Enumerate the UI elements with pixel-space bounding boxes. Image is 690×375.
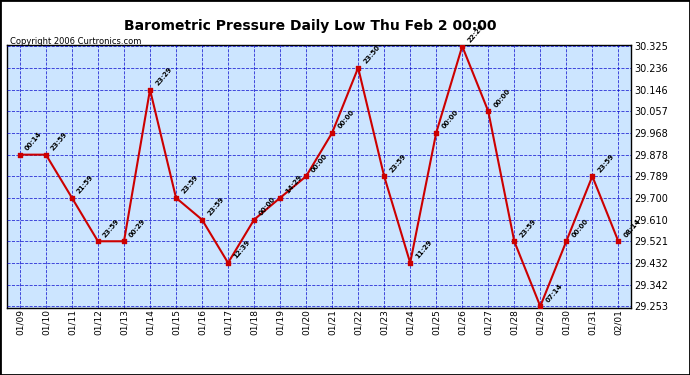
Text: 23:59: 23:59 (180, 174, 199, 195)
Point (14, 152, 26, 157)
Point (170, 195, 181, 201)
Point (197, 217, 208, 223)
Text: 12:39: 12:39 (233, 239, 251, 260)
Text: 21:59: 21:59 (76, 174, 95, 195)
Text: 23:59: 23:59 (518, 218, 538, 238)
Text: 23:59: 23:59 (388, 153, 407, 174)
Point (613, 238, 624, 244)
Point (41, 152, 52, 157)
Text: 00:00: 00:00 (310, 153, 329, 174)
Point (275, 195, 286, 201)
Text: 23:50: 23:50 (362, 44, 381, 65)
Point (66, 195, 77, 201)
Point (404, 260, 415, 266)
Text: Barometric Pressure Daily Low Thu Feb 2 00:00: Barometric Pressure Daily Low Thu Feb 2 … (124, 19, 497, 33)
Point (483, 108, 494, 114)
Text: 23:59: 23:59 (596, 153, 615, 174)
Point (223, 260, 234, 266)
Text: 00:00: 00:00 (440, 109, 460, 130)
Text: 00:00: 00:00 (258, 196, 277, 217)
Text: 07:14: 07:14 (544, 282, 564, 303)
Text: 00:29: 00:29 (128, 217, 147, 238)
Text: Copyright 2006 Curtronics.com: Copyright 2006 Curtronics.com (10, 38, 141, 46)
Point (248, 217, 259, 223)
Point (92, 238, 104, 244)
Point (301, 173, 312, 179)
Point (379, 173, 390, 179)
Text: 23:59: 23:59 (102, 218, 121, 238)
Point (535, 303, 546, 309)
Point (353, 65, 364, 71)
Text: 08:14: 08:14 (622, 217, 642, 238)
Text: 14:29: 14:29 (284, 174, 303, 195)
Text: 00:14: 00:14 (24, 131, 43, 152)
Text: 11:29: 11:29 (415, 239, 433, 260)
Point (561, 238, 572, 244)
Text: 00:00: 00:00 (571, 217, 589, 238)
Text: 22:29: 22:29 (466, 23, 485, 44)
Point (457, 43, 468, 49)
Text: 23:59: 23:59 (50, 131, 69, 152)
Point (509, 238, 520, 244)
Text: 00:00: 00:00 (336, 109, 355, 130)
Text: 23:29: 23:29 (154, 66, 173, 87)
Point (586, 173, 598, 179)
Point (119, 238, 130, 244)
Text: 23:59: 23:59 (206, 196, 225, 217)
Text: 00:00: 00:00 (493, 87, 511, 108)
Point (431, 130, 442, 136)
Point (326, 130, 337, 136)
Point (144, 87, 155, 93)
